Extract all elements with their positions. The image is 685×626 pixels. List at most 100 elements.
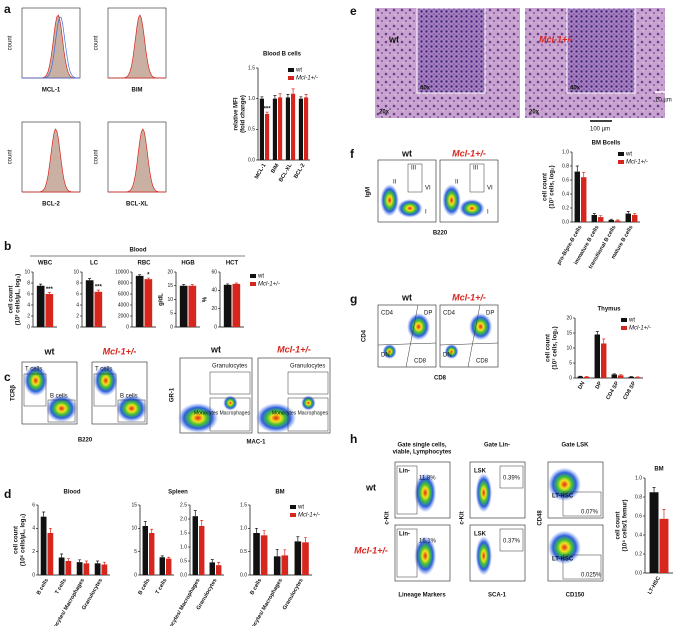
flow-density — [46, 394, 77, 423]
y-tick-label: 10 — [24, 269, 30, 275]
error-bar — [138, 274, 142, 276]
flow-gate — [117, 399, 146, 423]
error-bar — [167, 556, 171, 559]
y-tick-label: 0.6 — [635, 513, 642, 519]
error-bar — [217, 562, 221, 566]
error-bar — [619, 374, 623, 376]
scale-bar-label: 10 µm — [655, 98, 672, 104]
y-axis-label: IgM — [366, 187, 372, 197]
legend-label: Mcl-1+/- — [296, 76, 318, 82]
error-bar — [273, 95, 277, 99]
quadrant-label: DN — [381, 353, 390, 359]
y-tick-label: 15 — [131, 502, 137, 508]
y-tick-label: 10 — [73, 269, 79, 275]
bar — [577, 376, 583, 378]
category-label: Monocytes/ Macrophages — [163, 578, 202, 626]
flow-density — [414, 536, 437, 576]
error-bar — [146, 277, 150, 280]
bar — [659, 518, 669, 573]
y-axis-label: cell count — [616, 511, 622, 539]
row-label: Mcl-1+/- — [354, 545, 388, 555]
y-tick-label: 8 — [76, 280, 79, 286]
y-tick-label: 2.0 — [180, 516, 187, 522]
y-tick-label: 0.8 — [635, 494, 642, 500]
gate-label: I — [487, 210, 489, 216]
bar — [285, 97, 290, 160]
significance: * — [147, 273, 150, 279]
flow-gate — [562, 554, 602, 580]
legend-swatch — [621, 326, 627, 330]
flow-density — [23, 365, 48, 397]
gate-label: 0.07% — [581, 510, 599, 516]
chart-title: BM — [654, 467, 663, 473]
bar — [135, 275, 144, 327]
column-title: Gate Lin- — [484, 443, 510, 449]
bar — [47, 533, 54, 575]
y-tick-label: 8 — [27, 280, 30, 286]
legend-label: wt — [625, 152, 632, 158]
quadrant-label: DP — [424, 311, 432, 317]
error-bar — [278, 93, 282, 98]
bar — [166, 558, 172, 575]
bar — [101, 564, 108, 575]
panel-letter: e — [350, 4, 357, 18]
legend-label: wt — [257, 274, 264, 280]
y-axis-label: (10⁷ cells, log₂) — [550, 165, 556, 208]
bar — [192, 516, 198, 575]
genotype: Mcl-1+/- — [277, 344, 311, 354]
bar — [601, 343, 607, 378]
y-tick-label: 2000 — [118, 313, 129, 319]
flow-density — [116, 394, 147, 423]
category-label: BCL-XL — [278, 162, 294, 183]
bar — [615, 220, 621, 222]
y-tick-label: 5 — [569, 360, 572, 366]
y-tick-label: 1.0 — [240, 526, 247, 532]
histogram-x-label: BCL-2 — [42, 202, 60, 208]
panel-letter: c — [4, 370, 11, 384]
error-bar — [200, 520, 204, 526]
y-tick-label: 0 — [32, 572, 35, 578]
y-axis-label: c-Kit — [460, 511, 466, 524]
error-bar — [633, 213, 637, 215]
gate-label: B cells — [120, 394, 138, 400]
gate-label: 16.1% — [419, 539, 437, 545]
flow-gate — [499, 528, 524, 552]
flow-gate — [469, 163, 485, 193]
flow-gate — [407, 163, 423, 193]
error-bar — [96, 560, 100, 564]
bar — [632, 215, 638, 222]
flow-gate — [93, 373, 117, 407]
flow-gate — [209, 397, 251, 432]
histology-inset — [566, 7, 636, 94]
gate-label: Granulocytes — [212, 364, 247, 370]
y-tick-label: 10 — [167, 297, 173, 303]
flow-density — [177, 403, 219, 433]
y-tick-label: 0.4 — [562, 191, 569, 197]
error-bar — [602, 338, 606, 344]
bar — [649, 492, 659, 573]
chart-title: Blood — [64, 490, 81, 496]
bar — [149, 533, 155, 575]
gate-label: II — [393, 180, 397, 186]
error-bar — [190, 284, 194, 286]
y-tick-label: 0.5 — [248, 127, 255, 133]
flow-gate — [287, 371, 329, 395]
error-bar — [286, 94, 290, 98]
y-axis-label: c-Kit — [385, 511, 391, 524]
flow-density — [380, 184, 399, 217]
y-tick-label: 2 — [32, 549, 35, 555]
gate-label: III — [473, 166, 478, 172]
bar — [94, 291, 103, 327]
category-label: Monocytes/ Macrophages — [245, 578, 284, 626]
flow-density — [444, 344, 459, 359]
quadrant-label: DN — [443, 353, 452, 359]
chart-title: BM Bcells — [592, 141, 621, 147]
y-tick-label: 0.4 — [635, 532, 642, 538]
flow-density — [223, 395, 238, 411]
quadrant-lines — [377, 304, 437, 368]
bar — [591, 215, 597, 222]
gate-label: VI — [487, 186, 493, 192]
histogram-outline — [22, 16, 80, 79]
quadrant-label: CD4 — [443, 311, 456, 317]
bar — [45, 294, 54, 327]
